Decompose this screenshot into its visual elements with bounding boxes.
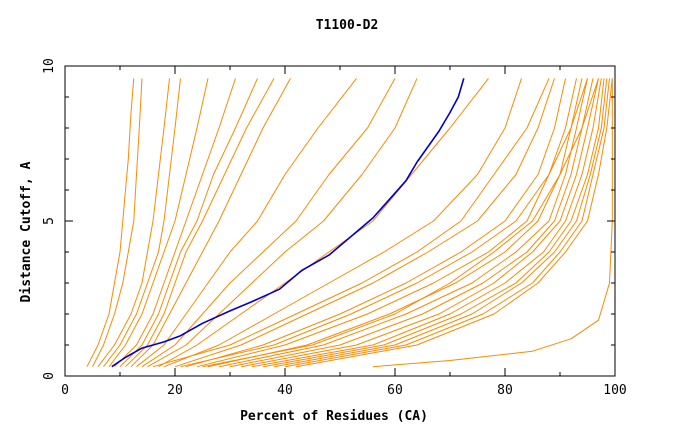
axis-layer: 0 20 40 60 80 100 0 5 10 xyxy=(42,58,627,398)
x-tick-label: 100 xyxy=(603,383,626,398)
series-line-25 xyxy=(284,78,610,368)
series-line-15 xyxy=(174,78,555,368)
series-line-9 xyxy=(130,78,291,368)
series-line-10 xyxy=(136,78,357,368)
x-tick-label: 60 xyxy=(387,383,403,398)
y-tick-label: 5 xyxy=(42,217,57,225)
series-line-2 xyxy=(92,78,143,367)
x-tick-label: 0 xyxy=(61,383,69,398)
series-line-6 xyxy=(114,78,236,368)
x-tick-label: 80 xyxy=(497,383,513,398)
series-line-28 xyxy=(180,78,588,368)
series-line-14 xyxy=(163,78,522,368)
series-line-20 xyxy=(229,78,594,368)
highlight-series-line xyxy=(111,78,465,368)
series-line-23 xyxy=(262,78,605,368)
x-tick-label: 40 xyxy=(277,383,293,398)
series-line-3 xyxy=(97,78,170,368)
series-line-8 xyxy=(125,78,275,368)
series-line-7 xyxy=(119,78,258,368)
series-line-12 xyxy=(147,78,418,368)
series-line-1 xyxy=(86,78,135,367)
series-line-17 xyxy=(196,78,577,368)
series-line-4 xyxy=(103,78,181,368)
y-tick-label: 10 xyxy=(42,58,57,74)
series-layer xyxy=(86,78,613,368)
series-line-16 xyxy=(185,78,566,368)
chart-title: T1100-D2 xyxy=(316,18,379,33)
series-line-29 xyxy=(152,78,550,368)
x-axis-label: Percent of Residues (CA) xyxy=(240,409,428,424)
series-line-30 xyxy=(372,78,613,368)
series-line-22 xyxy=(251,78,602,368)
x-tick-label: 20 xyxy=(167,383,183,398)
series-line-11 xyxy=(141,78,396,368)
highlight-layer xyxy=(111,78,465,368)
series-line-27 xyxy=(202,78,599,368)
y-axis-label: Distance Cutoff, A xyxy=(19,161,34,302)
series-line-19 xyxy=(218,78,588,368)
series-line-5 xyxy=(108,78,209,368)
y-tick-label: 0 xyxy=(42,372,57,380)
series-line-21 xyxy=(240,78,599,368)
series-line-26 xyxy=(295,78,613,368)
series-line-13 xyxy=(158,78,489,368)
series-line-18 xyxy=(207,78,583,368)
series-line-24 xyxy=(273,78,608,368)
